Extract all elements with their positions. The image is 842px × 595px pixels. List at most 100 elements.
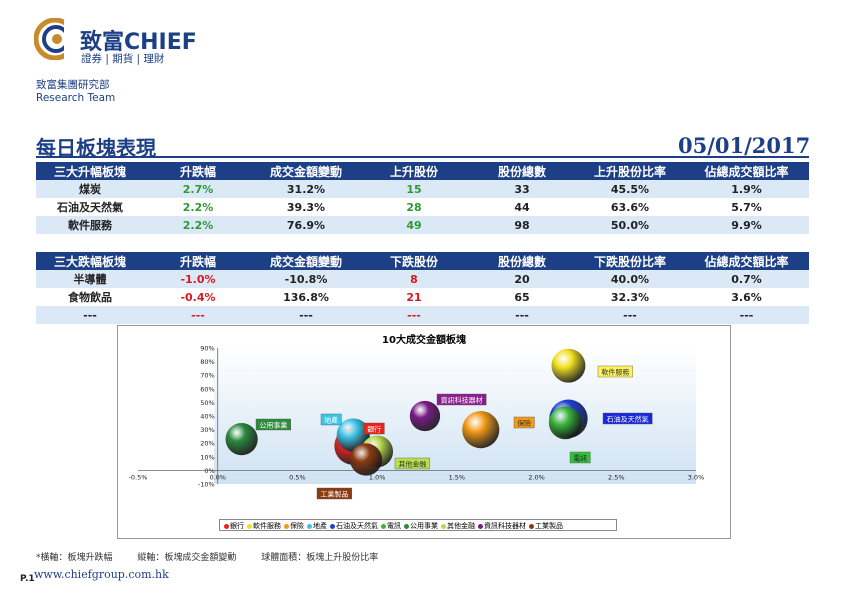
table-cell: -1.0% <box>144 270 252 288</box>
legend-label: 石油及天然氣 <box>336 522 378 530</box>
table-cell: 2.2% <box>182 200 214 214</box>
bubble-label-box <box>436 393 487 406</box>
footnote-bubble-size: 球體面積：板塊上升股份比率 <box>261 553 379 563</box>
table-cell: --- <box>360 306 468 324</box>
table-cell: 3.6% <box>731 290 762 304</box>
table-cell: --- <box>144 306 252 324</box>
table-cell: 45.5% <box>576 180 684 198</box>
table-cell: 40.0% <box>576 270 684 288</box>
bubble-label: 其他金融 <box>398 460 426 469</box>
column-header: 股份總數 <box>468 162 576 180</box>
bubble-label-box <box>394 457 430 470</box>
chart-legend: 銀行 軟件服務 保險 地產 石油及天然氣 電訊 公用事業 其他金融 資訊科技器材 工業製品 <box>219 519 617 531</box>
bubble-label: 保險 <box>517 419 531 428</box>
legend-marker <box>404 523 409 529</box>
bubble-label-box <box>320 413 342 426</box>
table-cell: 半導體 <box>36 270 144 288</box>
column-header: 佔總成交額比率 <box>684 162 809 180</box>
bubble-label: 銀行 <box>367 425 381 434</box>
column-header: 上升股份比率 <box>576 162 684 180</box>
table-row: --- --- --- --- --- --- --- <box>36 306 809 324</box>
legend-item: 軟件服務 <box>247 522 281 530</box>
bubble-label-box <box>255 418 291 431</box>
bubble-8 <box>409 400 441 432</box>
y-tick-label: 20% <box>200 440 214 448</box>
table-cell: 76.9% <box>252 216 360 234</box>
legend-label: 資訊科技器材 <box>484 522 526 530</box>
x-tick-label: 1.5% <box>449 473 466 481</box>
chart-plot: -10% 0% 10% 20% 30% 40% 50% 60% 70% 80% 90% -0.5% 0.… <box>129 345 705 500</box>
table-row: 軟件服務 2.2% 76.9% 49 98 50.0% 9.9% <box>36 216 809 234</box>
legend-label: 工業製品 <box>535 522 563 530</box>
table-cell: --- <box>576 306 684 324</box>
y-tick-label: 90% <box>200 345 214 353</box>
y-tick-label: -10% <box>198 481 215 489</box>
y-tick-label: 0% <box>204 467 214 475</box>
department-cn: 致富集團研究部 <box>36 79 110 91</box>
table-cell: 2.7% <box>144 180 252 198</box>
column-header: 成交金額變動 <box>252 252 360 270</box>
y-tick-label: 30% <box>200 426 214 434</box>
table-cell: 煤炭 <box>36 180 144 198</box>
x-tick-label: 2.0% <box>528 473 545 481</box>
website-link[interactable]: www.chiefgroup.com.hk <box>34 568 169 581</box>
table-cell: -10.8% <box>252 270 360 288</box>
x-tick-label: 2.5% <box>608 473 625 481</box>
y-tick-label: 70% <box>200 372 214 380</box>
column-header: 佔總成交額比率 <box>684 252 809 270</box>
legend-item: 公用事業 <box>404 522 438 530</box>
table-cell: 32.3% <box>610 290 650 304</box>
legend-item: 工業製品 <box>529 522 563 530</box>
bubble-label: 電訊 <box>573 454 587 463</box>
legend-item: 保險 <box>284 522 304 530</box>
table-cell: 39.3% <box>286 200 326 214</box>
bubble-9 <box>349 443 383 476</box>
legend-marker <box>247 523 252 529</box>
table-cell: -0.4% <box>180 290 216 304</box>
legend-marker <box>284 523 289 529</box>
x-tick-label: 3.0% <box>688 473 705 481</box>
bubble-label: 地產 <box>324 416 338 425</box>
legend-marker <box>381 523 386 529</box>
legend-marker <box>478 523 483 529</box>
table-cell: 2.2% <box>144 216 252 234</box>
table-cell: 5.7% <box>731 200 762 214</box>
table-cell: 44 <box>514 200 530 214</box>
legend-label: 其他金融 <box>447 522 475 530</box>
legend-marker <box>224 523 229 529</box>
table-cell: 98 <box>468 216 576 234</box>
table-cell: 136.8% <box>283 290 329 304</box>
bubble-label-box <box>597 365 633 378</box>
table-header-row: 三大跌幅板塊 升跌幅 成交金額變動 下跌股份 股份總數 下跌股份比率 佔總成交額比率 <box>36 252 809 270</box>
title-divider <box>36 156 809 158</box>
legend-item: 資訊科技器材 <box>478 522 526 530</box>
legend-label: 保險 <box>290 522 304 530</box>
table-cell: 1.9% <box>684 180 809 198</box>
y-tick-label: 50% <box>200 399 214 407</box>
logo-subtitle: 證券 | 期貨 | 理財 <box>81 53 165 65</box>
bubble-label: 軟件服務 <box>601 368 629 377</box>
chart-title: 10大成交金額板塊 <box>382 335 466 346</box>
report-date: 05/01/2017 <box>678 133 811 158</box>
top-losers-table: 三大跌幅板塊 升跌幅 成交金額變動 下跌股份 股份總數 下跌股份比率 佔總成交額比率 半導體… <box>36 252 809 324</box>
table-row: 半導體 -1.0% -10.8% 8 20 40.0% 0.7% <box>36 270 809 288</box>
table-cell: 31.2% <box>252 180 360 198</box>
bubble-label: 工業製品 <box>320 490 348 499</box>
table-cell: 65 <box>514 290 530 304</box>
bubble-1 <box>551 348 586 383</box>
table-row: 食物飲品 -0.4% 136.8% 21 65 32.3% 3.6% <box>36 288 809 306</box>
table-cell: 33 <box>468 180 576 198</box>
bubble-label-box <box>602 412 653 425</box>
legend-item: 電訊 <box>381 522 401 530</box>
bubble-label: 公用事業 <box>259 421 287 430</box>
table-cell: --- <box>36 306 144 324</box>
table-cell: 20 <box>468 270 576 288</box>
legend-marker <box>441 523 446 529</box>
y-tick-label: 60% <box>200 385 214 393</box>
table-header-row: 三大升幅板塊 升跌幅 成交金額變動 上升股份 股份總數 上升股份比率 佔總成交額比率 <box>36 162 809 180</box>
chief-emblem-icon <box>34 18 76 60</box>
x-tick-label: 0.5% <box>289 473 306 481</box>
x-tick-label: 1.0% <box>369 473 386 481</box>
footnote-x-axis: *橫軸：板塊升跌幅 <box>36 553 113 563</box>
column-header: 下跌股份比率 <box>576 252 684 270</box>
